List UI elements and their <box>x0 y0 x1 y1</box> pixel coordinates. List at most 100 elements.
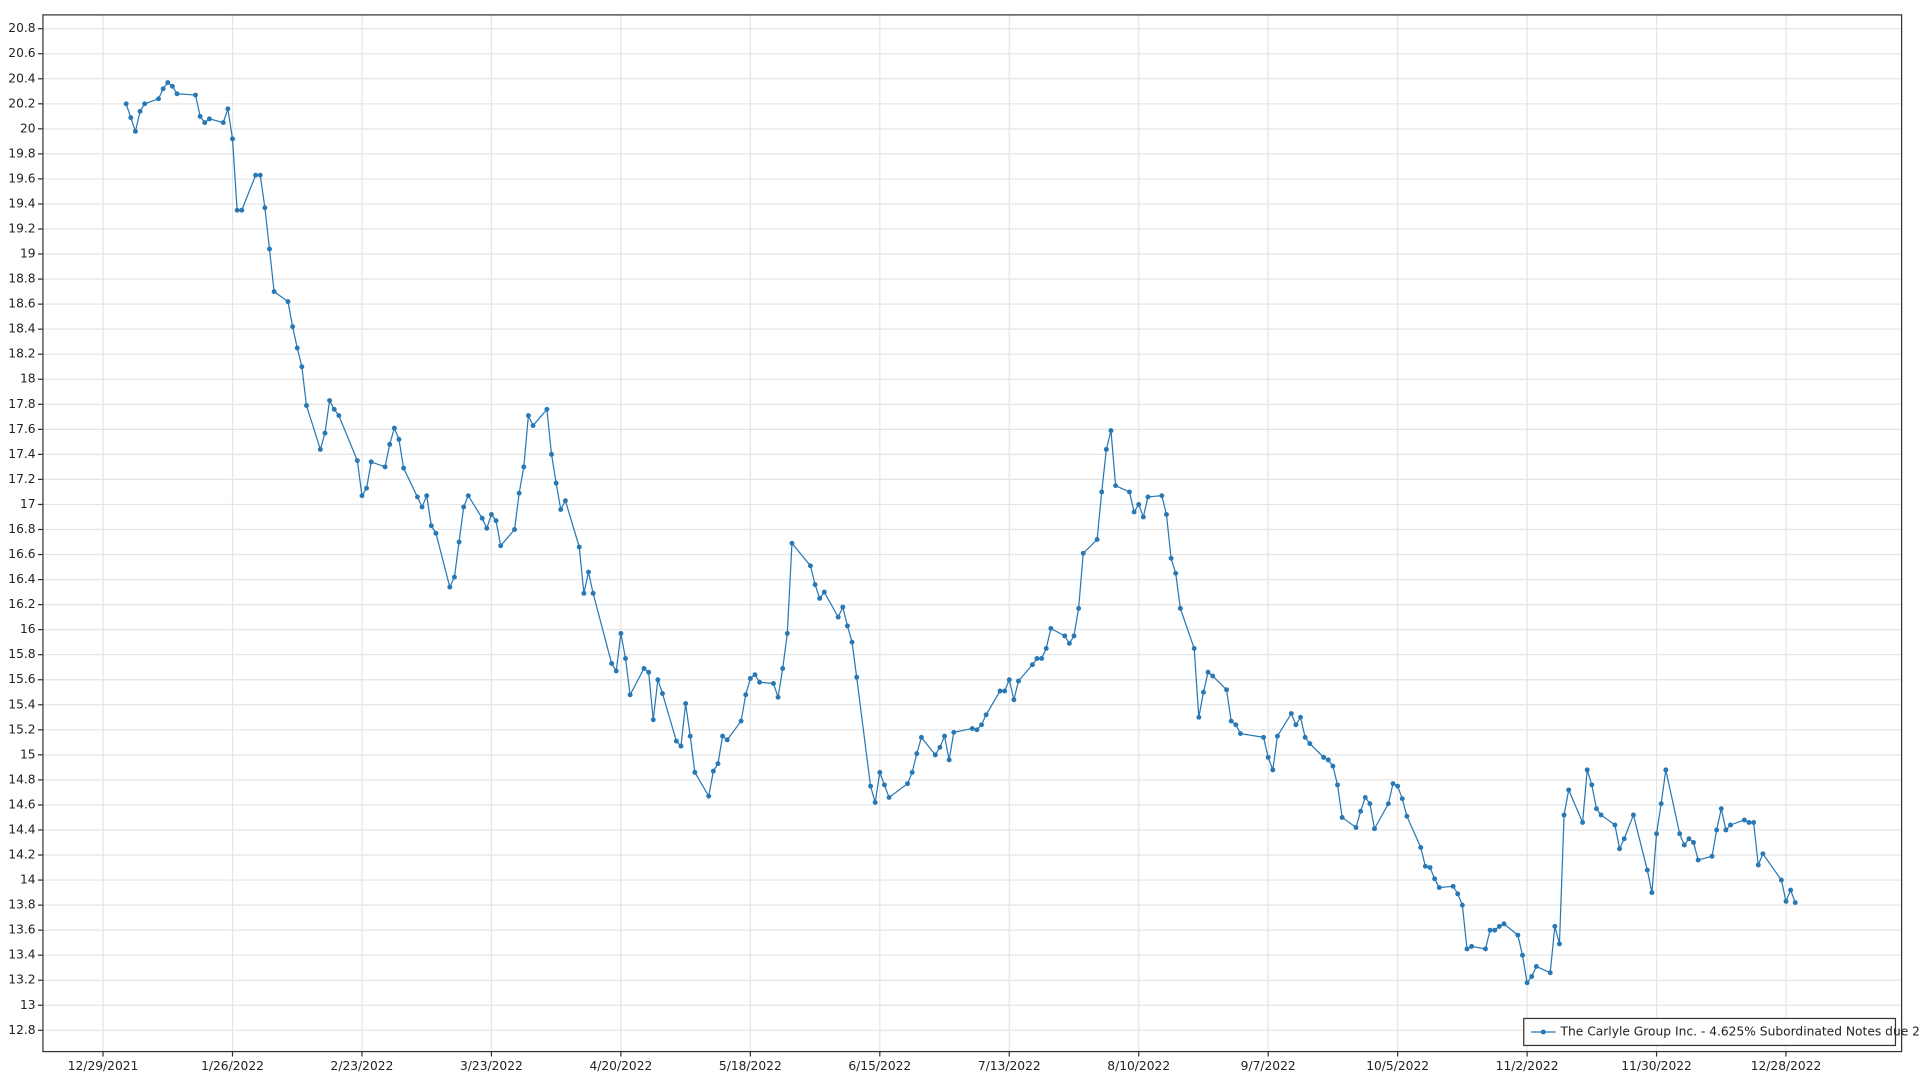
y-tick-label: 16.6 <box>8 547 35 561</box>
data-point <box>493 518 499 524</box>
data-point <box>812 582 818 588</box>
y-tick-label: 13.8 <box>8 898 35 912</box>
data-point <box>1487 927 1493 933</box>
data-point <box>877 769 883 775</box>
x-tick-label: 11/30/2022 <box>1621 1059 1692 1073</box>
data-point <box>1390 781 1396 787</box>
data-point <box>160 86 166 92</box>
plot-area <box>42 14 1902 1052</box>
data-point <box>239 207 245 213</box>
data-point <box>1164 512 1169 517</box>
data-point <box>747 676 753 681</box>
data-point <box>1270 767 1276 773</box>
data-point <box>1746 820 1752 825</box>
data-point <box>590 590 596 596</box>
y-tick-label: 14.4 <box>8 822 35 836</box>
data-point <box>484 525 490 531</box>
data-point <box>1177 605 1183 611</box>
data-point <box>586 569 591 575</box>
data-point <box>1076 605 1082 611</box>
data-point <box>1029 662 1035 668</box>
data-point <box>1450 883 1456 889</box>
data-point <box>391 425 397 431</box>
data-point <box>710 768 716 774</box>
data-point <box>1459 902 1465 908</box>
y-tick-label: 19 <box>20 247 36 261</box>
data-point <box>137 108 143 114</box>
x-tick-label: 10/5/2022 <box>1366 1059 1429 1073</box>
data-point <box>525 413 531 419</box>
data-point <box>1630 812 1636 818</box>
data-point <box>881 782 887 788</box>
data-point <box>456 539 462 545</box>
y-tick-label: 14.8 <box>8 772 35 786</box>
data-point <box>715 761 721 767</box>
data-point <box>1039 656 1045 661</box>
data-point <box>322 430 328 436</box>
data-point <box>327 398 333 403</box>
data-point <box>1714 827 1720 833</box>
data-point <box>1524 980 1530 986</box>
data-point <box>1002 688 1008 694</box>
y-tick-label: 18.8 <box>8 272 35 286</box>
data-point <box>969 726 975 732</box>
data-point <box>738 718 744 724</box>
data-point <box>1168 555 1174 561</box>
data-point <box>451 574 457 580</box>
data-point <box>123 101 129 107</box>
y-tick-label: 14 <box>20 873 36 887</box>
data-point <box>1131 509 1137 515</box>
data-point <box>1233 722 1239 728</box>
data-point <box>905 781 910 787</box>
data-point <box>609 661 615 666</box>
legend-box <box>1523 1017 1897 1047</box>
data-point <box>757 679 763 685</box>
data-point <box>1598 812 1604 818</box>
data-point <box>1113 483 1119 489</box>
data-point <box>202 120 208 126</box>
legend: The Carlyle Group Inc. - 4.625% Subordin… <box>1523 1017 1920 1047</box>
x-tick-label: 5/18/2022 <box>719 1059 782 1073</box>
data-point <box>1760 851 1766 857</box>
y-tick-label: 18.2 <box>8 347 35 361</box>
data-point <box>720 733 726 739</box>
data-point <box>678 743 684 749</box>
x-tick-label: 3/23/2022 <box>460 1059 523 1073</box>
data-point <box>1751 820 1757 825</box>
data-point <box>618 630 624 636</box>
data-point <box>1492 927 1498 933</box>
data-point <box>1191 645 1197 651</box>
data-point <box>775 694 781 700</box>
data-point <box>983 712 989 718</box>
data-point <box>1228 718 1234 724</box>
y-tick-label: 13.4 <box>8 948 35 962</box>
data-point <box>447 584 453 590</box>
y-tick-label: 19.8 <box>8 146 35 160</box>
data-point <box>780 666 786 671</box>
data-point <box>1066 640 1072 646</box>
y-tick-label: 16 <box>20 622 36 636</box>
y-tick-label: 15.4 <box>8 697 35 711</box>
data-point <box>498 543 504 549</box>
data-point <box>414 494 420 500</box>
x-tick-label: 12/29/2021 <box>68 1059 139 1073</box>
data-point <box>1224 687 1230 693</box>
data-point <box>1691 840 1696 845</box>
y-tick-label: 20.2 <box>8 96 35 110</box>
data-point <box>558 507 564 512</box>
data-point <box>1399 796 1405 802</box>
data-point <box>1043 645 1049 651</box>
data-point <box>530 423 536 429</box>
data-point <box>1617 846 1623 852</box>
y-tick-label: 19.4 <box>8 196 35 210</box>
data-point <box>1436 885 1442 891</box>
data-point <box>354 458 360 464</box>
y-tick-label: 20.8 <box>8 21 35 35</box>
y-tick-label: 16.8 <box>8 522 35 536</box>
data-point <box>479 515 485 521</box>
data-point <box>1330 763 1336 769</box>
data-point <box>1547 970 1553 976</box>
data-point <box>1136 502 1142 507</box>
plot-border <box>42 14 1903 1053</box>
